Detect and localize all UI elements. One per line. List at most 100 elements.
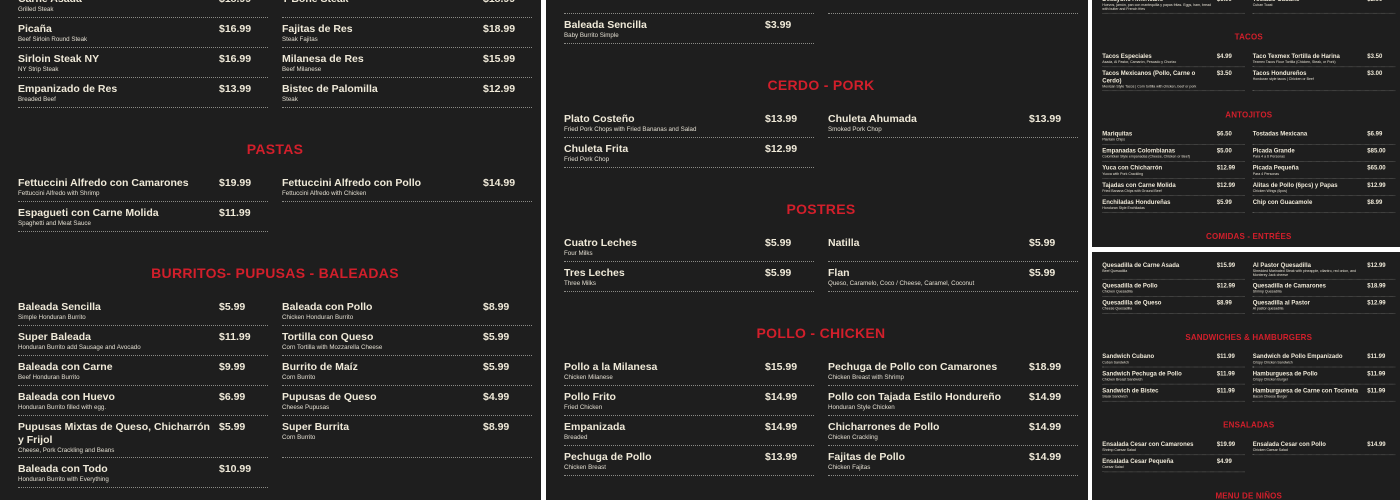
item-price: $18.99 <box>219 0 251 6</box>
item-description: Honduran Burrito add Sausage and Avocado <box>18 344 141 351</box>
menu-item: Baleada con Huevo Honduran Burrito filled… <box>18 386 268 416</box>
menu-item: Sirloin Steak NY NY Strip Steak $16.99 <box>18 48 268 78</box>
item-description: Honduran style tacos | Chicken or Beef <box>1252 77 1314 82</box>
item-price: $12.99 <box>1367 261 1386 269</box>
item-description: Fettuccini Alfredo with Shrimp <box>18 190 100 197</box>
item-description: Chicken Breast <box>564 464 606 471</box>
item-price: $16.99 <box>219 23 252 35</box>
item-description: Breaded Beef <box>18 96 56 103</box>
menu-row: Ensalada Cesar Pequeña Caesar Salad $4.99 <box>1092 455 1400 473</box>
menu-row: Baleada con Carne Beef Honduran Burrito $9… <box>0 356 541 386</box>
item-name: Super Baleada <box>18 331 91 343</box>
item-price: $4.99 <box>1216 52 1232 60</box>
menu-item: Burrito de Maíz Corn Burrito $5.99 <box>282 356 532 386</box>
item-description: Steak <box>282 96 298 103</box>
menu-item: Pechuga de Pollo con Camarones Chicken Br… <box>828 356 1078 386</box>
menu-item: Hamburguesa de Carne con Tocineta Bacon C… <box>1252 384 1396 402</box>
item-name: Sirloin Steak NY <box>18 53 100 65</box>
item-name: Baleada Sencilla <box>18 301 101 313</box>
menu-item: Enchiladas Hondureñas Honduran Style Ench… <box>1102 196 1245 214</box>
menu-item: Fajitas de Pollo Chicken Fajitas $14.99 <box>828 446 1078 476</box>
item-name: Pupusas Mixtas de Queso, Chicharrón y Fr… <box>18 421 210 446</box>
item-price: $19.99 <box>1216 440 1236 448</box>
menu-item: Ensalada Cesar Pequeña Caesar Salad $4.99 <box>1102 455 1245 473</box>
item-description: Honduran Style Chicken <box>828 404 895 411</box>
menu-row: Sandwich Pechuga de Pollo Chicken Breast … <box>1092 367 1400 385</box>
menu-item: Chip con Guacamole $8.99 <box>1252 196 1396 214</box>
item-price: $14.99 <box>1029 451 1062 463</box>
menu-item: Tacos Especiales Asada, Al Pastor, Camaró… <box>1102 50 1245 68</box>
item-price: $11.99 <box>1216 353 1235 360</box>
section-heading: ENSALADAS <box>1223 420 1275 430</box>
menu-item: Pupusas Mixtas de Queso, Chicharrón y Fr… <box>18 416 268 458</box>
menu-item: Plato Costeño Fried Pork Chops with Fried… <box>564 108 814 138</box>
item-price: $85.00 <box>1367 147 1386 155</box>
item-price: $6.50 <box>1216 130 1232 138</box>
menu-item: Chuleta Frita Fried Pork Chop $12.99 <box>564 138 814 168</box>
menu-item: Sandwich de Pollo Empanizado Crispy Chick… <box>1252 350 1396 368</box>
menu-item: Pollo Frito Fried Chicken $14.99 <box>564 386 814 416</box>
item-price: $14.99 <box>765 391 798 403</box>
item-name: Fettuccini Alfredo con Camarones <box>18 177 189 189</box>
item-price: $6.99 <box>1217 0 1232 3</box>
item-price: $5.99 <box>1029 267 1056 279</box>
item-price: $4.99 <box>483 391 510 403</box>
item-description: Beef Milanese <box>282 66 322 73</box>
item-name: Mariquitas <box>1102 130 1133 138</box>
menu-row: Sandwich de Bistec Steak Sandwich $11.99 Ha… <box>1092 384 1400 402</box>
menu-item: Chicken Fingers <box>828 0 1078 14</box>
section-heading: PASTAS <box>246 141 304 157</box>
item-name: Yuca con Chicharrón <box>1102 164 1163 172</box>
menu-item: Tacos Mexicanos (Pollo, Carne o Cerdo) Me… <box>1102 67 1245 92</box>
menu-row: Tres Leches Three Milks $5.99 Flan Queso, Ca… <box>546 262 1087 292</box>
menu-row: Super Baleada Honduran Burrito add Sausag… <box>0 326 541 356</box>
item-name: Tacos Hondureños <box>1252 69 1307 77</box>
item-price: $15.99 <box>765 361 798 373</box>
menu-row: Yuca con Chicharrón Yucca with Pork Crack… <box>1092 162 1400 179</box>
item-price: $3.99 <box>765 19 792 31</box>
item-name: T-Bone Steak <box>282 0 476 6</box>
item-price: $2.00 <box>1367 0 1382 3</box>
item-price: $14.99 <box>1367 440 1386 448</box>
menu-row: Quesadilla de Queso Cheese Quesadilla $8.9… <box>1092 297 1400 314</box>
menu-item: Pollo con Tajada Estilo Hondureño Hondura… <box>828 386 1078 416</box>
item-price: $5.99 <box>765 267 792 279</box>
menu-item: Super Burrita Corn Burrito $8.99 <box>282 416 532 458</box>
item-description: Three Milks <box>564 280 596 287</box>
menu-item: Picada Grande Para 4 a 6 Personas $85.00 <box>1252 145 1396 162</box>
menu-item: Empanadas Colombianas Colombian Style emp… <box>1102 145 1245 162</box>
item-name: Tres Leches <box>564 267 625 279</box>
menu-item: Baleada con Carne Beef Honduran Burrito $9… <box>18 356 268 386</box>
item-description: Chicken Quesadilla <box>1102 289 1133 294</box>
item-price: $5.99 <box>1029 237 1056 249</box>
menu-item: Pechuga de Pollo Chicken Breast $13.99 <box>564 446 814 476</box>
menu-item: Fajitas de Res Steak Fajitas $18.99 <box>282 18 532 48</box>
item-price: $8.99 <box>1367 198 1383 206</box>
menu-row: Baleada con Todo Honduran Burrito with Ev… <box>0 458 541 488</box>
item-description: Fried Pork Chop <box>564 156 610 163</box>
item-description: Breaded <box>564 434 588 441</box>
item-description: Chicken Milanese <box>564 374 613 381</box>
item-description: Asada, Al Pastor, Camarón, Pescado y Cho… <box>1102 60 1177 65</box>
item-description: Caesar Salad <box>1102 465 1124 470</box>
item-price: $14.99 <box>1029 391 1062 403</box>
item-name: Sandwich de Bistec <box>1102 387 1159 395</box>
item-description: Corn Burrito <box>282 374 316 381</box>
item-description: Fried Pork Chops with Fried Bananas and … <box>564 126 697 133</box>
menu-item: Chicharrones de Pollo Chicken Crackling $1… <box>828 416 1078 446</box>
item-price: $16.99 <box>219 53 252 65</box>
item-price: $11.99 <box>1216 370 1235 377</box>
menu-row: Mariquitas Plantain Chips $6.50 Tostadas Me… <box>1092 128 1400 145</box>
item-name: Tostado Cubano <box>1253 0 1364 3</box>
menu-row: Tacos Especiales Asada, Al Pastor, Camaró… <box>1092 50 1400 68</box>
item-price: $13.99 <box>1029 113 1062 125</box>
menu-row: Pupusas Mixtas de Queso, Chicharrón y Fr… <box>0 416 541 458</box>
menu-item: Fettuccini Alfredo con Pollo Fettuccini A… <box>282 172 532 202</box>
item-price: $5.99 <box>219 301 246 313</box>
item-description: Queso, Caramelo, Coco / Cheese, Caramel,… <box>828 280 975 287</box>
item-name: Pechuga de Pollo <box>564 451 652 463</box>
item-name: Natilla <box>828 237 860 249</box>
item-description: Shredded Marinated Steak with pineapple,… <box>1252 269 1357 278</box>
menu-item <box>1253 455 1396 472</box>
item-name: Pollo Frito <box>564 391 616 403</box>
